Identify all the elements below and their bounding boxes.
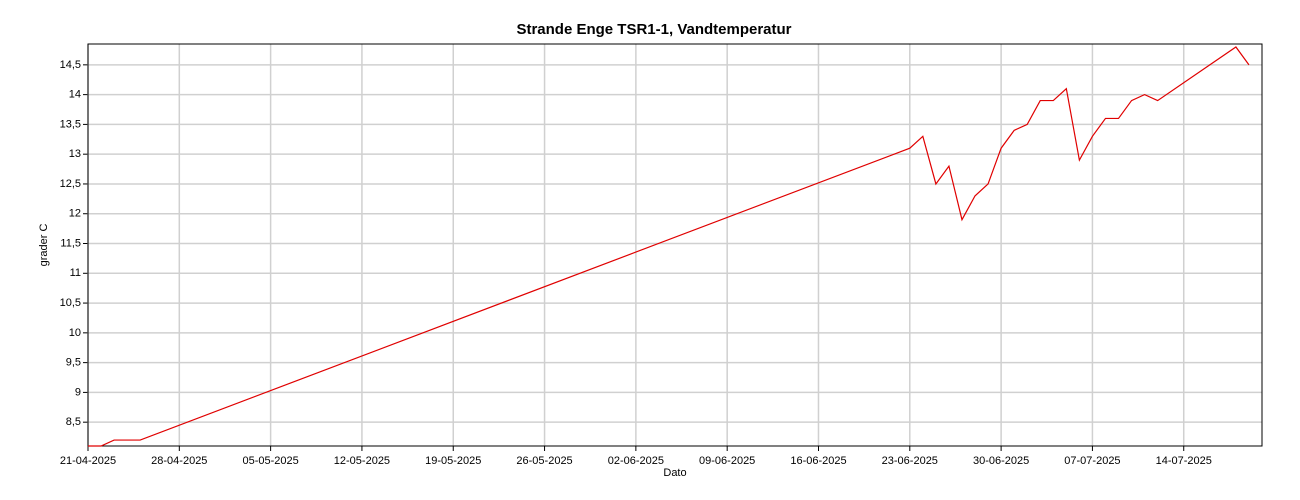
y-tick-label: 10 xyxy=(69,327,81,339)
x-axis-label: Dato xyxy=(663,467,686,479)
x-tick-label: 16-06-2025 xyxy=(790,455,846,467)
y-tick-label: 11 xyxy=(70,267,81,279)
y-tick-label: 14,5 xyxy=(60,59,81,71)
y-tick-label: 13 xyxy=(69,148,81,160)
x-tick-label: 14-07-2025 xyxy=(1156,455,1212,467)
y-tick-label: 12,5 xyxy=(60,178,81,190)
y-tick-label: 8,5 xyxy=(66,416,81,428)
y-tick-label: 9,5 xyxy=(66,357,81,369)
x-tick-label: 12-05-2025 xyxy=(334,455,390,467)
y-tick-label: 14 xyxy=(69,89,81,101)
chart-title: Strande Enge TSR1-1, Vandtemperatur xyxy=(516,21,791,38)
x-tick-label: 07-07-2025 xyxy=(1064,455,1120,467)
x-tick-label: 19-05-2025 xyxy=(425,455,481,467)
x-tick-label: 05-05-2025 xyxy=(242,455,298,467)
y-tick-label: 10,5 xyxy=(60,297,81,309)
x-tick-label: 21-04-2025 xyxy=(60,455,116,467)
x-tick-label: 26-05-2025 xyxy=(516,455,572,467)
x-tick-label: 23-06-2025 xyxy=(882,455,938,467)
y-tick-label: 9 xyxy=(75,386,81,398)
y-axis-label: grader C xyxy=(38,224,50,267)
x-tick-label: 02-06-2025 xyxy=(608,455,664,467)
x-tick-label: 30-06-2025 xyxy=(973,455,1029,467)
x-tick-label: 09-06-2025 xyxy=(699,455,755,467)
data-line xyxy=(88,46,1250,447)
y-tick-label: 11,5 xyxy=(60,237,81,249)
y-tick-label: 12 xyxy=(69,208,81,220)
plot-frame xyxy=(87,43,1263,447)
y-tick-label: 13,5 xyxy=(60,118,81,130)
x-tick-label: 28-04-2025 xyxy=(151,455,207,467)
